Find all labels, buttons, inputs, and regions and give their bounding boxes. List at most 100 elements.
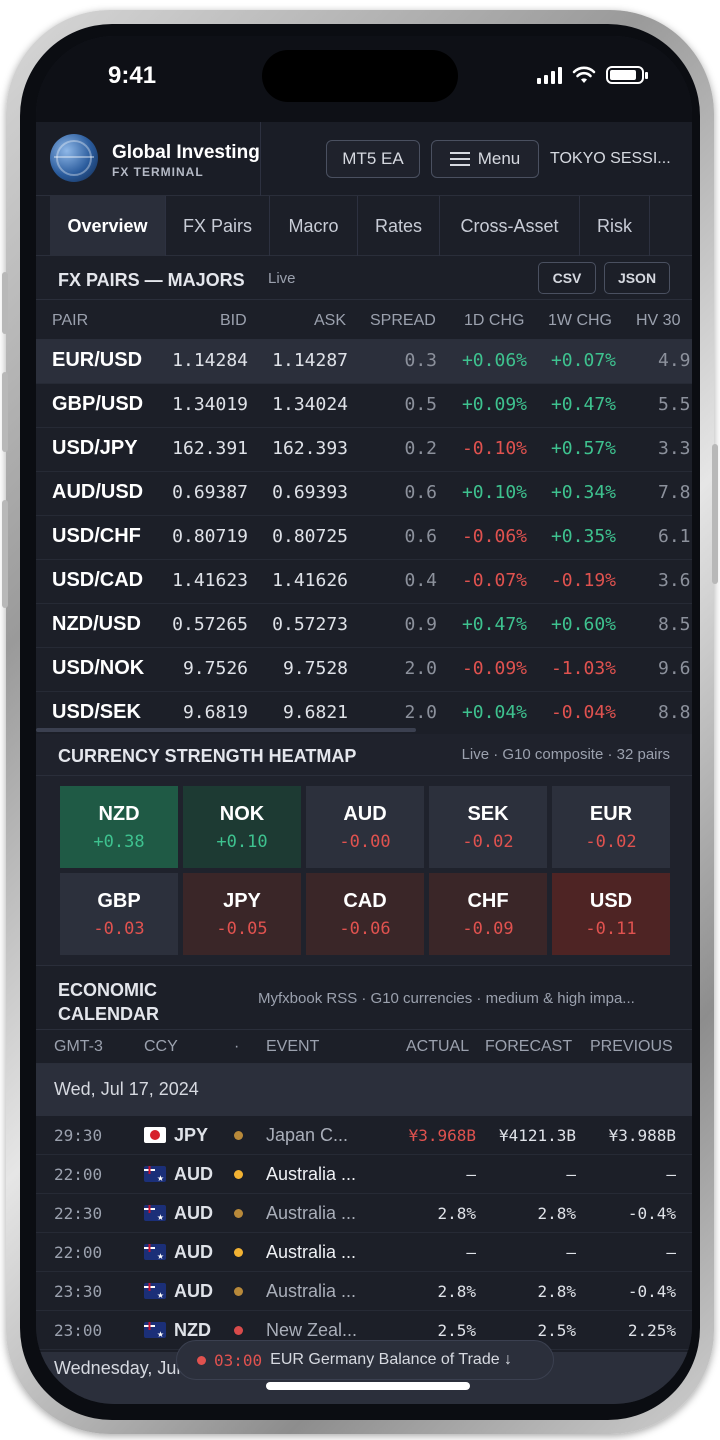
status-bar: 9:41: [36, 36, 692, 122]
heatmap-value: -0.09: [462, 918, 514, 939]
event-name: Australia ...: [266, 1203, 357, 1223]
hv30-cell: 7.8: [658, 482, 691, 503]
spread-cell: 0.6: [404, 482, 437, 503]
chg-1d-cell: -0.09%: [461, 658, 527, 679]
event-forecast: 2.8%: [537, 1282, 576, 1301]
heatmap-cell[interactable]: SEK -0.02: [429, 786, 547, 868]
tab-more[interactable]: [650, 196, 692, 256]
clock: 9:41: [108, 62, 157, 89]
status-icons: [537, 66, 648, 84]
event-time: 29:30: [54, 1126, 103, 1145]
calendar-date-row: Wed, Jul 17, 2024: [36, 1064, 692, 1116]
csv-button[interactable]: CSV: [538, 262, 596, 294]
event-actual: 2.8%: [437, 1282, 476, 1301]
heatmap-value: -0.02: [585, 831, 637, 852]
tab-macro[interactable]: Macro: [270, 196, 358, 256]
tab-risk[interactable]: Risk: [580, 196, 650, 256]
spread-cell: 0.6: [404, 526, 437, 547]
calendar-event-row[interactable]: 22:00 AUD Australia ... – – –: [36, 1155, 692, 1194]
event-currency: AUD: [174, 1203, 213, 1223]
impact-dot-icon: [234, 1170, 243, 1179]
calendar-event-row[interactable]: 23:30 AUD Australia ... 2.8% 2.8% -0.4%: [36, 1272, 692, 1311]
heatmap-cell[interactable]: JPY -0.05: [183, 873, 301, 955]
heatmap-cell[interactable]: EUR -0.02: [552, 786, 670, 868]
event-forecast: –: [566, 1243, 576, 1262]
fx-row[interactable]: GBP/USD 1.34019 1.34024 0.5 +0.09% +0.47% 5.5: [36, 384, 692, 428]
tab-overview[interactable]: Overview: [50, 196, 166, 256]
pair-cell: USD/JPY: [52, 437, 138, 459]
heatmap-cell[interactable]: CHF -0.09: [429, 873, 547, 955]
fx-row[interactable]: USD/NOK 9.7526 9.7528 2.0 -0.09% -1.03% 9.6: [36, 648, 692, 692]
heatmap-cell[interactable]: CAD -0.06: [306, 873, 424, 955]
globe-logo-icon: [50, 134, 98, 182]
heatmap-cell[interactable]: USD -0.11: [552, 873, 670, 955]
calendar-title-line1: ECONOMIC: [58, 980, 157, 1000]
fx-row[interactable]: USD/JPY 162.391 162.393 0.2 -0.10% +0.57% 3.3: [36, 428, 692, 472]
flag-au-icon: [144, 1283, 166, 1299]
calendar-event-row[interactable]: 22:00 AUD Australia ... – – –: [36, 1233, 692, 1272]
flag-jp-icon: [144, 1127, 166, 1143]
pair-cell: USD/CAD: [52, 569, 144, 591]
calendar-table-header: GMT-3 CCY · EVENT ACTUAL FORECAST PREVIO…: [36, 1030, 692, 1064]
fx-row[interactable]: AUD/USD 0.69387 0.69393 0.6 +0.10% +0.34% 7.8: [36, 472, 692, 516]
next-event-toast[interactable]: 03:00 EUR Germany Balance of Trade ↓: [176, 1340, 554, 1380]
heatmap-cell[interactable]: AUD -0.00: [306, 786, 424, 868]
heatmap-value: -0.02: [462, 831, 514, 852]
col-bid: BID: [220, 312, 247, 329]
heatmap-currency: CHF: [467, 889, 509, 912]
pair-cell: EUR/USD: [52, 349, 143, 371]
tab-cross-asset[interactable]: Cross-Asset: [440, 196, 580, 256]
heatmap-value: -0.03: [93, 918, 145, 939]
spread-cell: 0.3: [404, 350, 437, 371]
hv30-cell: 6.1: [658, 526, 691, 547]
fx-row[interactable]: USD/CHF 0.80719 0.80725 0.6 -0.06% +0.35% 6.1: [36, 516, 692, 560]
mt5-ea-button[interactable]: MT5 EA: [326, 140, 420, 178]
fx-section-title: FX PAIRS — MAJORS: [58, 270, 245, 290]
dynamic-island: [262, 50, 458, 102]
col-hv30: HV 30: [636, 312, 681, 329]
chg-1w-cell: -1.03%: [550, 658, 616, 679]
tab-fx-pairs[interactable]: FX Pairs: [166, 196, 270, 256]
calendar-event-row[interactable]: 29:30 JPY Japan C... ¥3.968B ¥4121.3B ¥3.988B: [36, 1116, 692, 1155]
heatmap-currency: USD: [589, 889, 633, 912]
hv30-cell: 8.5: [658, 614, 691, 635]
pair-cell: USD/CHF: [52, 525, 141, 547]
fx-row[interactable]: USD/CAD 1.41623 1.41626 0.4 -0.07% -0.19% 3.6: [36, 560, 692, 604]
app-header: Global Investing FX TERMINAL MT5 EA Menu…: [36, 122, 692, 196]
event-currency: NZD: [174, 1320, 211, 1340]
flag-au-icon: [144, 1166, 166, 1182]
heatmap-cell[interactable]: NOK +0.10: [183, 786, 301, 868]
chg-1w-cell: +0.35%: [550, 526, 616, 547]
fx-row[interactable]: EUR/USD 1.14284 1.14287 0.3 +0.06% +0.07% 4.9: [36, 340, 692, 384]
flag-au-icon: [144, 1244, 166, 1260]
event-currency: AUD: [174, 1281, 213, 1301]
heatmap-cell[interactable]: GBP -0.03: [60, 873, 178, 955]
toast-text: EUR Germany Balance of Trade ↓: [270, 1351, 513, 1368]
calendar-event-row[interactable]: 22:30 AUD Australia ... 2.8% 2.8% -0.4%: [36, 1194, 692, 1233]
session-indicator[interactable]: TOKYO SESSI...: [550, 150, 671, 167]
heatmap-cell[interactable]: NZD +0.38: [60, 786, 178, 868]
event-previous: -0.4%: [627, 1282, 676, 1301]
event-previous: ¥3.988B: [608, 1126, 676, 1145]
calendar-date-label: Wed, Jul 17, 2024: [54, 1079, 199, 1099]
heatmap-currency: NZD: [98, 802, 140, 825]
calendar-note: Myfxbook RSS · G10 currencies · medium &…: [258, 990, 635, 1007]
ask-cell: 0.57273: [272, 614, 348, 635]
json-button[interactable]: JSON: [604, 262, 670, 294]
spread-cell: 0.5: [404, 394, 437, 415]
menu-button[interactable]: Menu: [431, 140, 539, 178]
event-forecast: ¥4121.3B: [498, 1126, 576, 1145]
ask-cell: 162.393: [272, 438, 348, 459]
tab-bar: Overview FX Pairs Macro Rates Cross-Asse…: [36, 196, 692, 256]
heatmap-currency: CAD: [343, 889, 387, 912]
horizontal-scrollbar[interactable]: [36, 728, 416, 732]
bid-cell: 1.14284: [172, 350, 248, 371]
hv30-cell: 5.5: [658, 394, 691, 415]
pair-cell: GBP/USD: [52, 393, 144, 415]
home-indicator[interactable]: [266, 1382, 470, 1390]
bid-cell: 162.391: [172, 438, 248, 459]
brand-subtitle: FX TERMINAL: [112, 165, 204, 179]
event-actual: –: [466, 1165, 476, 1184]
fx-row[interactable]: NZD/USD 0.57265 0.57273 0.9 +0.47% +0.60% 8.5: [36, 604, 692, 648]
tab-rates[interactable]: Rates: [358, 196, 440, 256]
